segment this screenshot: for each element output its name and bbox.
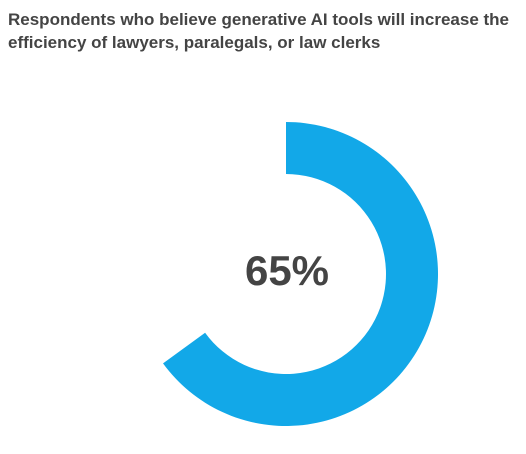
- center-label: 65%: [245, 247, 329, 294]
- chart-title: Respondents who believe generative AI to…: [8, 10, 510, 52]
- donut-segment: [163, 122, 438, 427]
